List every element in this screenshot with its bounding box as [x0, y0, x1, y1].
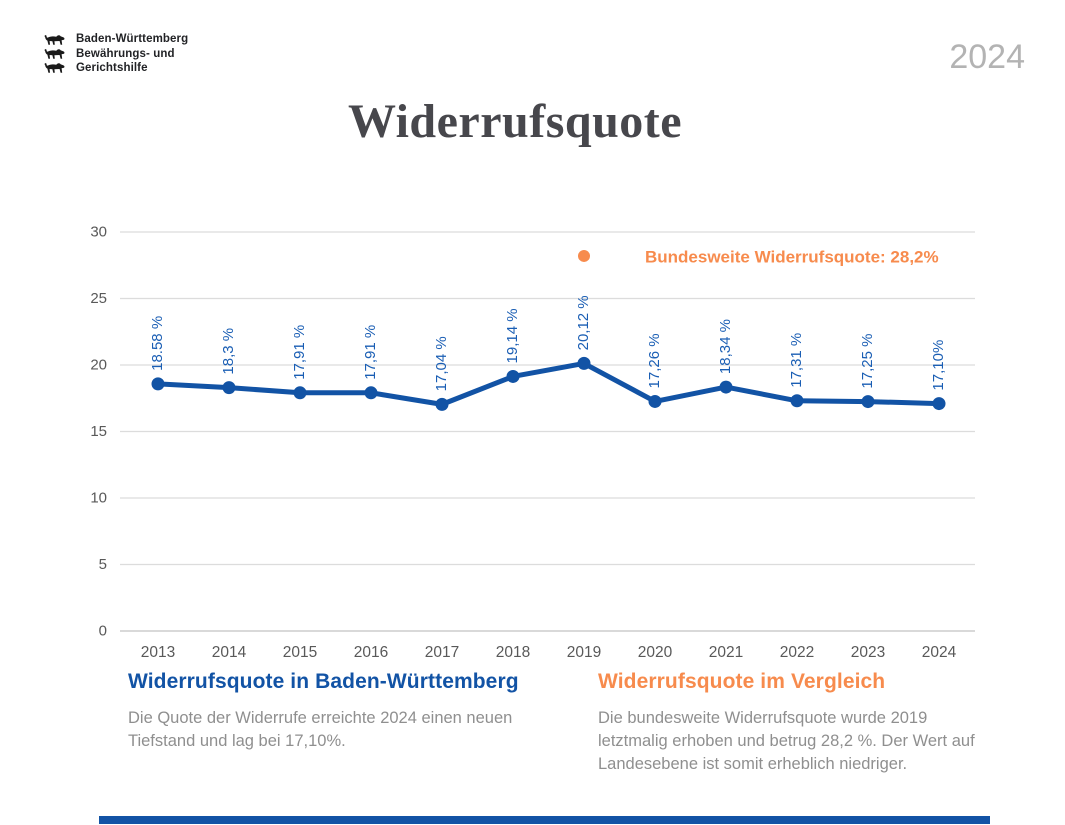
- footer-accent-bar: [99, 816, 990, 824]
- data-point-label: 17,91 %: [362, 325, 379, 380]
- y-axis-tick-label: 30: [90, 224, 107, 241]
- data-point-label: 17,10%: [930, 340, 947, 391]
- section-baden-wuerttemberg: Widerrufsquote in Baden-Württemberg Die …: [128, 670, 540, 753]
- data-point: [932, 397, 946, 411]
- section-body-left: Die Quote der Widerrufe erreichte 2024 e…: [128, 709, 513, 750]
- data-point: [790, 394, 804, 408]
- year-badge: 2024: [949, 38, 1025, 76]
- y-axis-tick-label: 25: [90, 290, 107, 307]
- x-axis-tick-label: 2014: [212, 644, 247, 661]
- data-point: [151, 377, 165, 391]
- logo-line-2: Bewährungs- und: [76, 47, 175, 60]
- reference-point: [578, 249, 590, 262]
- data-point-label: 20,12 %: [575, 295, 592, 350]
- data-point: [435, 397, 449, 411]
- data-point-label: 18,34 %: [717, 319, 734, 374]
- data-point: [648, 394, 662, 408]
- section-heading-right: Widerrufsquote im Vergleich: [598, 670, 886, 693]
- lion-icon: [44, 63, 65, 73]
- section-body-right: Die bundesweite Widerrufsquote wurde 201…: [598, 709, 975, 773]
- x-axis-tick-label: 2015: [283, 644, 317, 661]
- data-point-label: 17,31 %: [788, 333, 805, 388]
- x-axis-tick-label: 2019: [567, 644, 601, 661]
- y-axis-tick-label: 0: [99, 623, 107, 640]
- y-axis-tick-label: 20: [90, 357, 107, 374]
- x-axis-tick-label: 2022: [780, 644, 814, 661]
- x-axis-tick-label: 2013: [141, 644, 175, 661]
- data-point: [293, 386, 307, 400]
- line-chart: 0 5 10 15 20 25 30 2013 2014 2015 2016 2017 2018 2019…: [90, 224, 975, 661]
- x-axis-tick-label: 2024: [922, 644, 957, 661]
- trend-line: [155, 360, 942, 407]
- logo-text: Baden-Württemberg Bewährungs- und Gerich…: [76, 32, 188, 76]
- x-axis-tick-label: 2018: [496, 644, 530, 661]
- lion-icon: [44, 49, 65, 59]
- data-point: [364, 386, 378, 400]
- data-point-label: 17,91 %: [291, 325, 308, 380]
- data-point-label: 17,25 %: [859, 334, 876, 389]
- y-axis-tick-label: 10: [90, 490, 107, 507]
- data-point: [577, 356, 591, 370]
- data-point: [222, 381, 236, 395]
- x-axis-tick-label: 2016: [354, 644, 388, 661]
- section-vergleich: Widerrufsquote im Vergleich Die bundeswe…: [598, 670, 983, 775]
- data-point: [861, 395, 875, 409]
- x-axis-tick-label: 2021: [709, 644, 743, 661]
- data-point-label: 18.58 %: [149, 316, 166, 371]
- y-axis-tick-label: 5: [99, 556, 107, 573]
- data-point-label: 17,04 %: [433, 336, 450, 391]
- section-heading-left: Widerrufsquote in Baden-Württemberg: [128, 670, 519, 693]
- data-point: [506, 369, 520, 383]
- x-axis-tick-label: 2020: [638, 644, 673, 661]
- x-axis-tick-label: 2017: [425, 644, 459, 661]
- logo-line-3: Gerichtshilfe: [76, 62, 148, 74]
- legend-label: Bundesweite Widerrufsquote: 28,2%: [645, 247, 939, 266]
- logo-line-1: Baden-Württemberg: [76, 33, 189, 45]
- logo: Baden-Württemberg Bewährungs- und Gerich…: [42, 32, 188, 76]
- data-point: [719, 380, 733, 394]
- lion-icon: [44, 35, 65, 45]
- data-point-label: 17,26 %: [646, 333, 663, 388]
- x-axis-tick-label: 2023: [851, 644, 885, 661]
- y-axis-tick-label: 15: [90, 423, 107, 440]
- data-point-label: 18,3 %: [220, 328, 237, 375]
- data-point-label: 19,14 %: [504, 308, 521, 363]
- page-title: Widerrufsquote: [347, 95, 683, 148]
- coat-of-arms-icon: [42, 34, 66, 74]
